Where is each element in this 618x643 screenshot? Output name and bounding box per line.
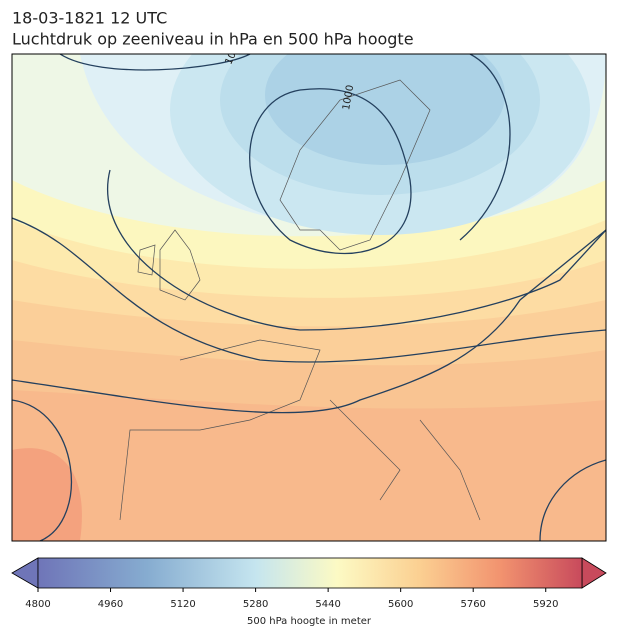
map: 1005 1000 [12,54,606,541]
colorbar-tick-label: 5440 [315,599,340,610]
colorbar-tick-label: 5760 [460,599,485,610]
colorbar-tick-label: 4800 [25,599,50,610]
colorbar-tick-label: 4960 [98,599,123,610]
colorbar [11,557,607,589]
subtitle: Luchtdruk op zeeniveau in hPa en 500 hPa… [12,30,414,49]
colorbar-tick-label: 5920 [533,599,558,610]
colorbar-tick-label: 5280 [243,599,268,610]
isobar-label: 1000 [341,84,356,111]
colorbar-tick-label: 5120 [170,599,195,610]
colorbar-label: 500 hPa hoogte in meter [247,616,372,627]
colorbar-tick-label: 5600 [388,599,413,610]
map-frame [11,53,607,542]
title: 18-03-1821 12 UTC [12,9,167,28]
